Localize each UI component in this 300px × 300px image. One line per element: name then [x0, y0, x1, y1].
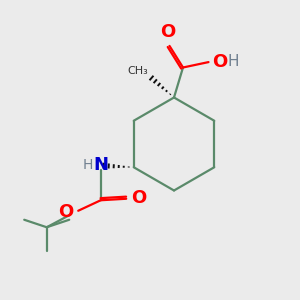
Text: H: H	[227, 54, 238, 69]
Text: H: H	[82, 158, 93, 172]
Text: N: N	[94, 156, 109, 174]
Text: O: O	[160, 23, 175, 41]
Text: O: O	[131, 189, 146, 207]
Text: O: O	[212, 52, 227, 70]
Text: CH₃: CH₃	[127, 67, 148, 76]
Text: O: O	[58, 203, 74, 221]
